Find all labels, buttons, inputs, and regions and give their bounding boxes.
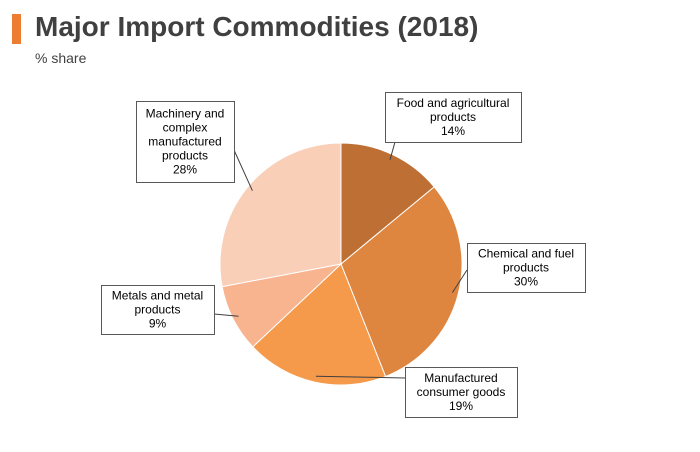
slice-category-label: products — [503, 261, 549, 275]
chart-title: Major Import Commodities (2018) — [35, 11, 479, 42]
pie-slice — [219, 142, 342, 288]
slice-category-label: Chemical and fuel — [478, 247, 574, 261]
slice-value-label: 14% — [441, 124, 465, 138]
slice-category-label: manufactured — [148, 135, 221, 149]
leader-line — [451, 269, 468, 293]
slice-category-label: Machinery and — [146, 107, 225, 121]
slice-value-label: 28% — [173, 163, 197, 177]
label-box-frame — [385, 92, 522, 143]
slice-value-label: 9% — [149, 317, 167, 331]
slice-category-label: products — [162, 149, 208, 163]
pie-slice — [340, 142, 435, 266]
leader-line — [233, 149, 253, 191]
slice-category-label: consumer goods — [417, 385, 506, 399]
slice-value-label: 19% — [449, 399, 473, 413]
slice-value-label: 30% — [514, 275, 538, 289]
label-box-frame — [405, 367, 518, 418]
leader-line — [315, 375, 406, 379]
title-accent-bar — [12, 14, 21, 44]
slice-category-label: products — [134, 303, 180, 317]
slice-category-label: Metals and metal — [112, 289, 203, 303]
leader-line — [389, 141, 396, 161]
pie-slice — [340, 186, 463, 378]
label-box-frame — [467, 243, 586, 293]
slice-category-label: Manufactured — [424, 371, 497, 385]
pie-slice — [252, 263, 387, 386]
slice-label: Machinery andcomplexmanufacturedproducts… — [136, 101, 235, 183]
slice-category-label: complex — [163, 121, 208, 135]
chart-subtitle: % share — [35, 50, 87, 66]
slice-category-label: Food and agricultural — [397, 96, 510, 110]
label-box-frame — [101, 285, 215, 335]
label-box-frame — [136, 101, 235, 183]
slice-category-label: products — [430, 110, 476, 124]
leader-line — [213, 313, 239, 317]
